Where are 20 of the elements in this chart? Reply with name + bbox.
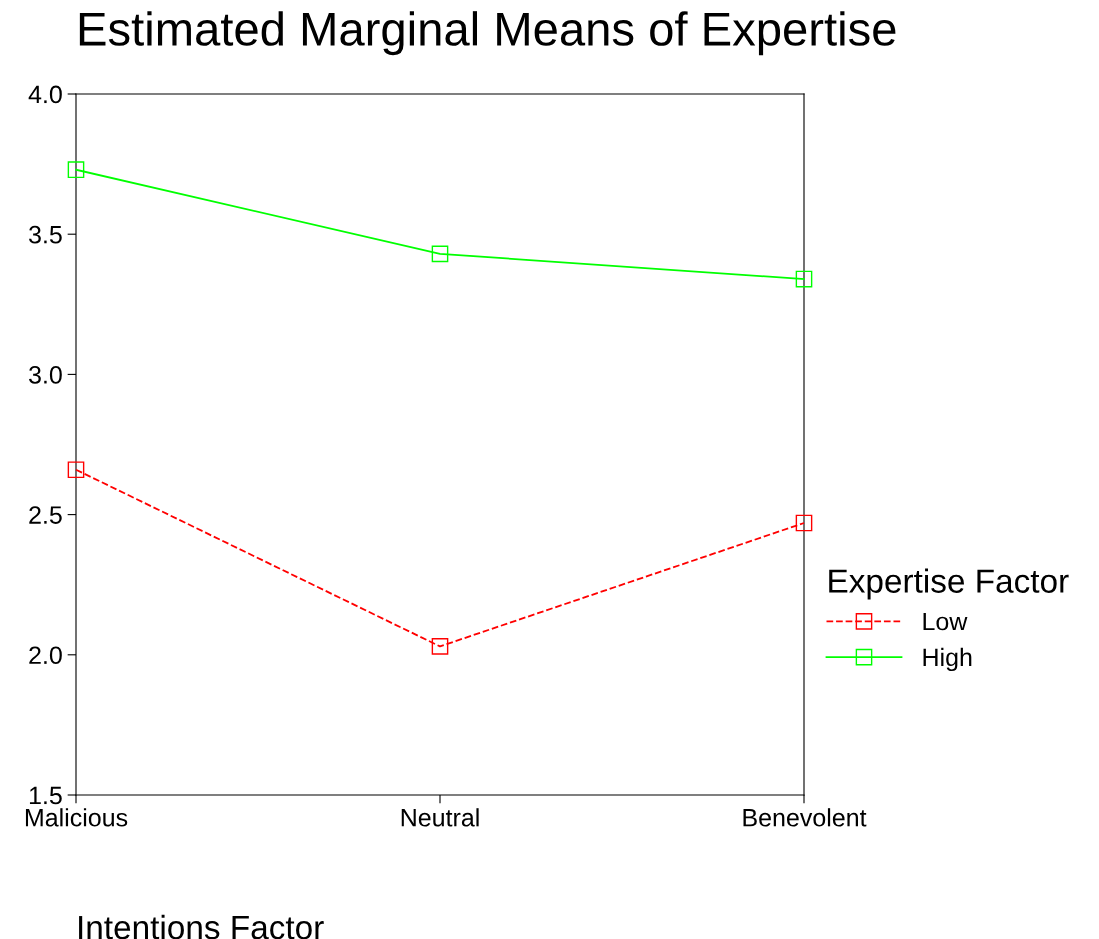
point	[67, 461, 85, 479]
legend-label: High	[923, 647, 972, 672]
chart-title: Estimated Marginal Means of Expertise	[79, 11, 896, 56]
y-tick-label: 4.0	[28, 85, 62, 104]
y-tick-label: 3.0	[29, 366, 62, 384]
point	[431, 245, 449, 263]
x-tick-label: Benevolent	[743, 808, 867, 827]
point	[795, 270, 813, 288]
x-tick-label: Neutral	[401, 808, 479, 827]
x-tick-label: Malicious	[25, 808, 128, 827]
y-tick-label: 2.5	[29, 506, 62, 524]
legend-label: Low	[923, 612, 968, 631]
point	[431, 638, 449, 655]
y-tick-label: 1.5	[29, 786, 62, 805]
y-tick-label: 2.0	[29, 646, 62, 665]
point	[67, 161, 85, 179]
y-tick-label: 3.5	[29, 225, 62, 244]
legend-title: Expertise Factor	[829, 568, 1069, 600]
point	[795, 514, 813, 532]
x-axis-title: Intentions Factor	[79, 914, 324, 939]
